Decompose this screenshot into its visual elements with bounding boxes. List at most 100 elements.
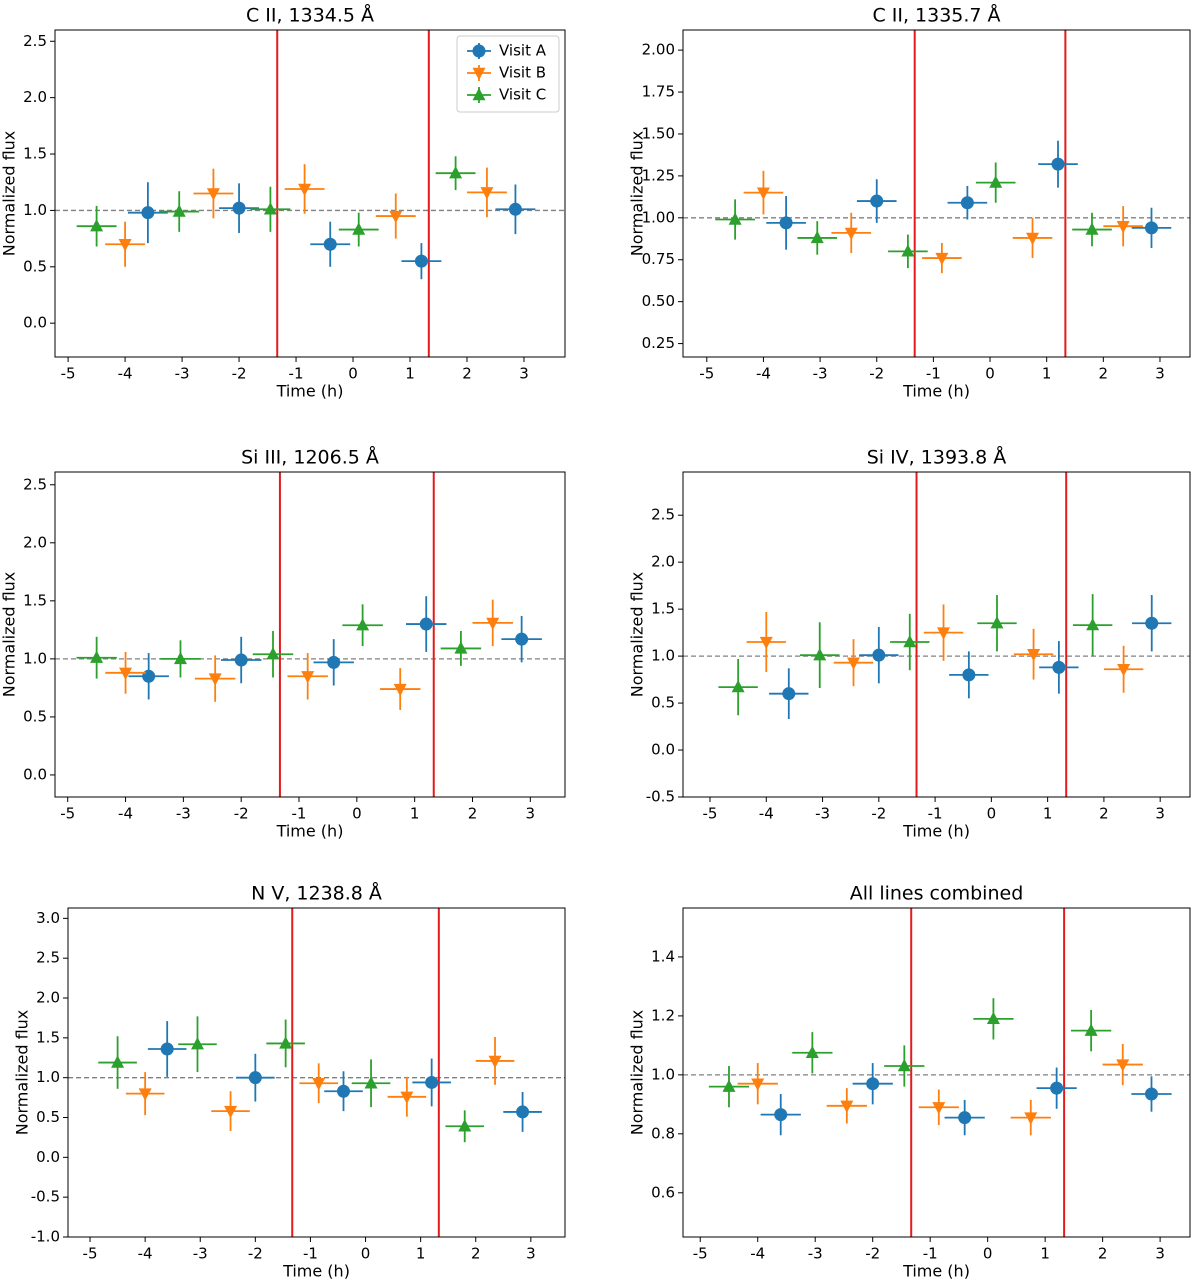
- y-tick-label: 0.5: [23, 707, 47, 725]
- y-tick-label: 2.0: [36, 989, 60, 1007]
- x-tick-label: -5: [83, 1245, 98, 1263]
- point: [419, 617, 433, 631]
- x-tick-label: 1: [1042, 365, 1052, 383]
- point: [400, 1091, 414, 1104]
- y-tick-label: 1.0: [36, 1068, 60, 1086]
- x-tick-label: -3: [808, 1245, 823, 1263]
- point: [118, 239, 132, 252]
- y-tick-label: -0.5: [646, 788, 675, 806]
- point: [840, 1100, 854, 1113]
- y-tick-label: 0.0: [23, 314, 47, 332]
- x-tick-label: 3: [1155, 805, 1165, 823]
- x-axis-label: Time (h): [902, 1262, 970, 1281]
- x-tick-label: -1: [303, 1245, 318, 1263]
- x-tick-label: -2: [869, 365, 884, 383]
- point: [989, 175, 1003, 188]
- legend-label: Visit A: [499, 42, 547, 60]
- point: [173, 651, 187, 665]
- point: [488, 1055, 502, 1069]
- point: [323, 237, 337, 251]
- axes-frame: [54, 471, 566, 798]
- point: [119, 667, 133, 680]
- point: [813, 648, 827, 661]
- axes-frame: [67, 907, 566, 1238]
- plot-area: [68, 908, 565, 1237]
- point: [1117, 664, 1131, 677]
- x-tick-label: -5: [703, 805, 718, 823]
- x-tick-label: -2: [232, 365, 247, 383]
- x-axis-label: Time (h): [902, 822, 970, 841]
- x-tick-label: 2: [1099, 365, 1109, 383]
- x-tick-label: 3: [526, 1245, 536, 1263]
- point: [847, 657, 861, 670]
- point: [751, 1078, 765, 1091]
- y-tick-label: 1.5: [36, 1028, 60, 1046]
- x-tick-label: -4: [759, 805, 774, 823]
- y-tick-label: 0.6: [651, 1183, 675, 1201]
- point: [844, 227, 858, 241]
- x-tick-label: 1: [405, 365, 415, 383]
- y-axis-label: Normalized flux: [0, 572, 19, 698]
- point: [866, 1077, 880, 1091]
- point: [160, 1042, 174, 1056]
- point: [206, 188, 220, 201]
- x-tick-label: -1: [928, 805, 943, 823]
- x-tick-label: -4: [756, 365, 771, 383]
- point: [1085, 222, 1099, 235]
- point: [111, 1055, 125, 1068]
- point: [301, 671, 315, 684]
- legend-marker: [472, 87, 486, 101]
- y-tick-label: 1.5: [23, 145, 47, 163]
- point: [458, 1119, 472, 1132]
- point: [298, 183, 312, 197]
- point: [958, 1111, 972, 1125]
- x-tick-label: 0: [987, 805, 997, 823]
- point: [728, 212, 742, 225]
- y-tick-label: 2.00: [642, 41, 675, 59]
- point: [389, 210, 403, 224]
- y-tick-label: 1.0: [651, 1065, 675, 1083]
- x-tick-label: -3: [176, 805, 191, 823]
- plot-area: [55, 30, 565, 357]
- point: [937, 627, 951, 640]
- y-axis-label: Normalized flux: [628, 1010, 647, 1136]
- axes-frame: [54, 29, 566, 358]
- plot-area: [55, 472, 565, 797]
- x-tick-label: 2: [1099, 805, 1109, 823]
- y-axis-label: Normalized flux: [628, 131, 647, 257]
- y-tick-label: -1.0: [31, 1228, 60, 1246]
- point: [141, 206, 155, 220]
- x-tick-label: -2: [871, 805, 886, 823]
- point: [1052, 660, 1066, 674]
- point: [1084, 1023, 1098, 1036]
- point: [1145, 616, 1159, 630]
- x-tick-label: 3: [1155, 1245, 1165, 1263]
- point: [901, 244, 915, 257]
- point: [960, 196, 974, 210]
- x-tick-label: 3: [1155, 365, 1165, 383]
- axes-frame: [682, 907, 1191, 1238]
- y-tick-label: 2.5: [651, 506, 675, 524]
- point: [312, 1078, 326, 1091]
- point: [248, 1071, 262, 1085]
- x-tick-label: 0: [985, 365, 995, 383]
- point: [1024, 1112, 1038, 1125]
- y-tick-label: 2.5: [36, 949, 60, 967]
- point: [774, 1108, 788, 1122]
- y-tick-label: 0.0: [23, 765, 47, 783]
- point: [782, 687, 796, 701]
- x-axis-label: Time (h): [282, 1262, 350, 1281]
- x-tick-label: -3: [193, 1245, 208, 1263]
- x-tick-label: 2: [1098, 1245, 1108, 1263]
- point: [142, 669, 156, 683]
- x-tick-label: 0: [361, 1245, 371, 1263]
- y-tick-label: 1.75: [642, 83, 675, 101]
- point: [279, 1036, 293, 1049]
- point: [1051, 157, 1065, 171]
- y-tick-label: 0.5: [651, 694, 675, 712]
- y-tick-label: 1.50: [642, 124, 675, 142]
- point: [263, 202, 277, 215]
- point: [516, 1105, 530, 1119]
